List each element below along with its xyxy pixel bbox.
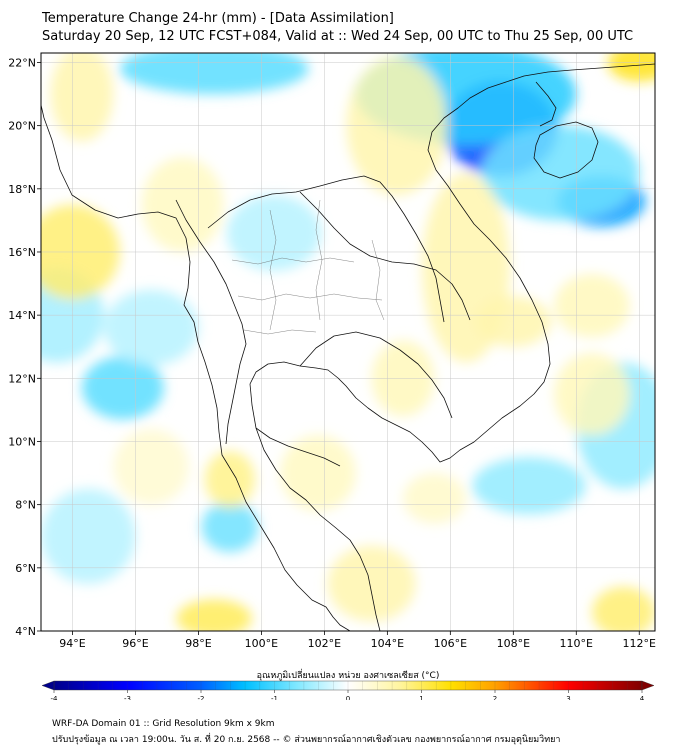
- longitude-tick-label: 104°E: [371, 637, 404, 650]
- mainland-coastline: [41, 104, 351, 631]
- warming-anomaly: [592, 586, 655, 631]
- longitude-tick-label: 96°E: [122, 637, 148, 650]
- warming-anomaly: [607, 53, 655, 82]
- colorbar-tick-label: 2: [493, 695, 497, 700]
- latitude-tick-label: 16°N: [8, 246, 36, 259]
- cooling-anomaly: [472, 457, 586, 515]
- province-line: [237, 293, 383, 301]
- axis-ticks: 94°E 96°E 98°E 100°E 102°E 104°E 106°E 108°E 110…: [8, 56, 656, 650]
- colorbar-tick-label: 4: [640, 695, 645, 700]
- colorbar-tick-label: -2: [198, 695, 205, 700]
- map-subtitle: Saturday 20 Sep, 12 UTC FCST+084, Valid …: [42, 29, 634, 44]
- longitude-tick-label: 98°E: [185, 637, 211, 650]
- plot-area: [41, 53, 655, 631]
- longitude-tick-label: 112°E: [623, 637, 656, 650]
- latitude-tick-label: 8°N: [15, 499, 36, 512]
- cooling-anomaly: [119, 53, 309, 95]
- latitude-tick-label: 10°N: [8, 435, 36, 448]
- longitude-tick-label: 110°E: [560, 637, 593, 650]
- warming-anomaly: [327, 545, 416, 622]
- longitude-tick-label: 108°E: [497, 637, 530, 650]
- cooling-anomaly: [41, 488, 136, 584]
- temperature-map: 94°E 96°E 98°E 100°E 102°E 104°E 106°E 108°E 110…: [8, 52, 656, 700]
- leizhou-peninsula: [535, 81, 557, 127]
- latitude-tick-label: 14°N: [8, 309, 36, 322]
- longitude-tick-label: 100°E: [245, 637, 278, 650]
- eastern-border-line: [299, 191, 471, 321]
- latitude-tick-label: 12°N: [8, 372, 36, 385]
- province-line: [315, 199, 323, 321]
- cooling-anomaly: [226, 195, 322, 271]
- hainan-island: [533, 121, 599, 179]
- latitude-tick-label: 20°N: [8, 120, 36, 133]
- warming-anomaly: [280, 435, 356, 511]
- warming-anomaly: [113, 428, 189, 505]
- gulf-coastline: [249, 63, 655, 631]
- longitude-tick-label: 106°E: [434, 637, 467, 650]
- province-line: [243, 329, 317, 335]
- colorbar-extend-low: [41, 680, 55, 691]
- warming-anomaly: [141, 157, 224, 252]
- latitude-tick-label: 22°N: [8, 56, 36, 69]
- colorbar-tick-label: 1: [419, 695, 423, 700]
- footer-model-info: WRF-DA Domain 01 :: Grid Resolution 9km …: [52, 719, 275, 729]
- lat-lon-grid: [41, 53, 655, 631]
- province-lines: [231, 199, 385, 335]
- colorbar-ticks: -4 -3 -2 -1 0 1 2 3 4: [51, 681, 645, 700]
- colorbar-tick-label: 3: [566, 695, 570, 700]
- warming-anomaly: [50, 53, 114, 142]
- northern-border-line: [207, 175, 445, 323]
- longitude-tick-label: 102°E: [308, 637, 341, 650]
- warming-anomaly: [204, 450, 256, 508]
- colorbar-extend-high: [641, 680, 655, 691]
- warming-anomaly: [554, 274, 630, 338]
- province-line: [371, 239, 385, 321]
- malay-border-line: [255, 427, 341, 467]
- longitude-tick-label: 94°E: [59, 637, 85, 650]
- latitude-tick-label: 6°N: [15, 562, 36, 575]
- map-title: Temperature Change 24-hr (mm) - [Data As…: [42, 11, 394, 26]
- colorbar: อุณหภูมิเปลี่ยนแปลง หน่วย องศาเซลเซียส (…: [41, 668, 655, 700]
- cooling-anomaly: [103, 289, 199, 366]
- map-frame: [40, 52, 656, 632]
- southern-border-line: [299, 331, 453, 419]
- coastline-borders: [41, 63, 655, 631]
- cooling-anomaly: [81, 356, 164, 420]
- colorbar-tick-label: -3: [124, 695, 131, 700]
- warming-anomaly: [554, 353, 630, 436]
- footer-credits: ปรับปรุงข้อมูล ณ เวลา 19:00น. วัน ส. ที่…: [52, 735, 561, 745]
- cooling-anomaly: [481, 125, 640, 221]
- warming-anomaly: [403, 473, 467, 524]
- cooling-anomaly: [201, 501, 259, 553]
- latitude-tick-label: 4°N: [15, 625, 36, 638]
- warming-anomaly: [176, 599, 252, 631]
- colorbar-tick-label: -1: [271, 695, 278, 700]
- latitude-tick-label: 18°N: [8, 183, 36, 196]
- province-line: [231, 257, 355, 265]
- colorbar-tick-label: -4: [51, 695, 59, 700]
- province-line: [269, 209, 277, 331]
- colorbar-label: อุณหภูมิเปลี่ยนแปลง หน่วย องศาเซลเซียส (…: [257, 668, 440, 681]
- western-border-line: [175, 199, 247, 445]
- colorbar-tick-label: 0: [346, 695, 350, 700]
